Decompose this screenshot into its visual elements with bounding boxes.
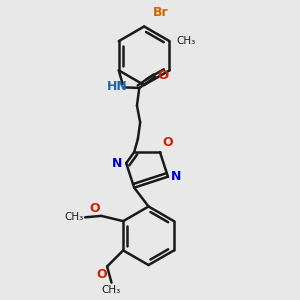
Text: O: O [89, 202, 100, 215]
Text: Br: Br [153, 6, 169, 19]
Text: O: O [162, 136, 173, 149]
Text: O: O [96, 268, 106, 281]
Text: CH₃: CH₃ [177, 36, 196, 46]
Text: CH₃: CH₃ [102, 285, 121, 295]
Text: CH₃: CH₃ [64, 212, 84, 222]
Text: HN: HN [107, 80, 128, 93]
Text: O: O [158, 69, 169, 82]
Text: N: N [112, 157, 123, 170]
Text: N: N [171, 170, 181, 183]
